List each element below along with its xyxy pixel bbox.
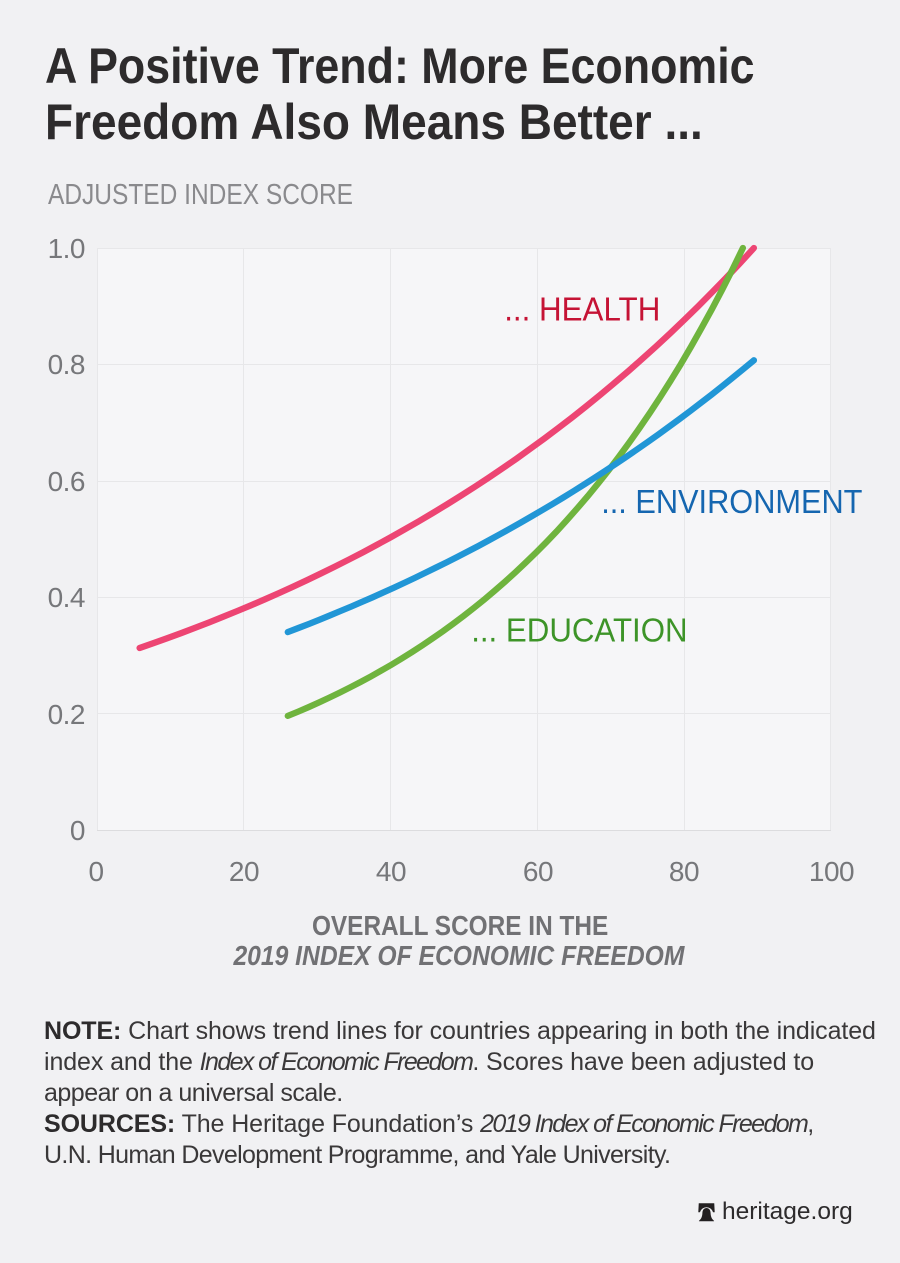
svg-text:100: 100: [809, 856, 854, 887]
svg-text:0.4: 0.4: [48, 582, 85, 613]
svg-text:0: 0: [70, 815, 85, 846]
svg-text:0: 0: [88, 856, 103, 887]
svg-text:... ENVIRONMENT: ... ENVIRONMENT: [601, 483, 862, 520]
svg-text:20: 20: [229, 856, 259, 887]
svg-text:0.8: 0.8: [48, 349, 85, 380]
svg-text:... EDUCATION: ... EDUCATION: [471, 612, 687, 649]
svg-text:60: 60: [523, 856, 553, 887]
svg-text:1.0: 1.0: [48, 233, 85, 264]
svg-text:80: 80: [669, 856, 699, 887]
svg-text:... HEALTH: ... HEALTH: [504, 291, 660, 328]
svg-text:40: 40: [376, 856, 406, 887]
svg-text:0.6: 0.6: [48, 466, 85, 497]
svg-text:0.2: 0.2: [48, 699, 85, 730]
